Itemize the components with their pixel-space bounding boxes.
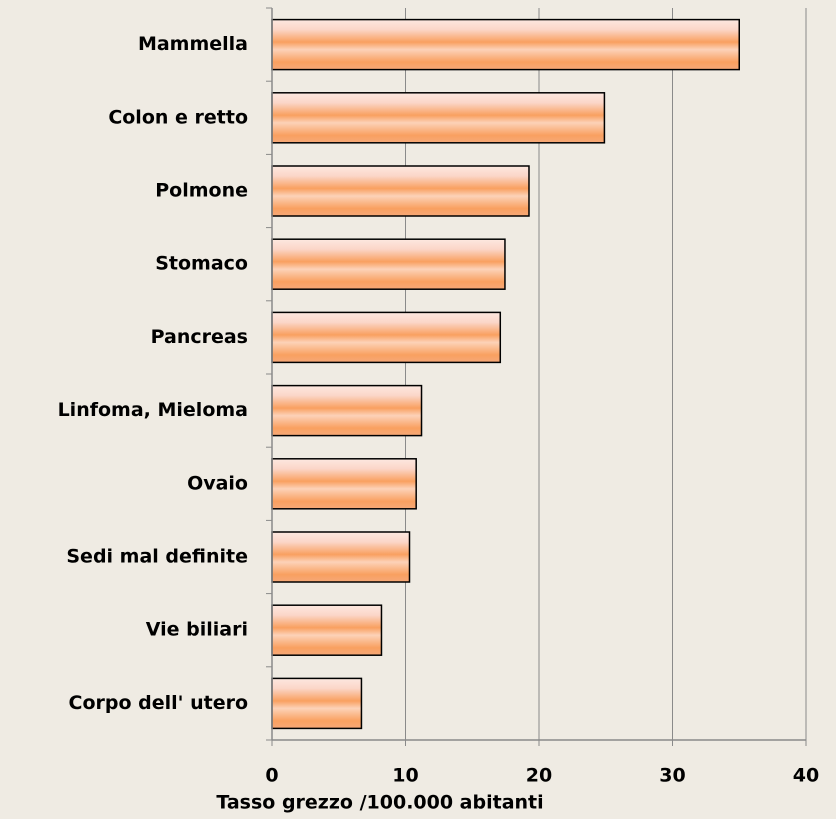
y-tick-label: Linfoma, Mieloma xyxy=(58,399,248,421)
x-axis-title: Tasso grezzo /100.000 abitanti xyxy=(216,792,543,814)
bar xyxy=(271,165,530,217)
bar xyxy=(271,531,411,583)
y-tick-label: Corpo dell' utero xyxy=(69,692,249,714)
y-tick-label: Polmone xyxy=(155,180,248,202)
y-tick-label: Mammella xyxy=(138,33,248,55)
x-tick-label: 20 xyxy=(526,765,552,787)
x-tick-label: 30 xyxy=(659,765,685,787)
y-tick-label: Vie biliari xyxy=(146,619,248,641)
bar xyxy=(271,458,417,510)
bar xyxy=(271,18,740,71)
bar xyxy=(271,384,423,437)
x-tick-label: 40 xyxy=(793,765,819,787)
y-tick-label: Colon e retto xyxy=(108,106,248,128)
y-tick-label: Sedi mal definite xyxy=(66,546,248,568)
bar xyxy=(271,311,502,364)
bar xyxy=(271,604,383,656)
bar xyxy=(271,238,506,290)
bar xyxy=(271,92,606,144)
bar xyxy=(271,677,363,730)
x-tick-label: 0 xyxy=(265,765,278,787)
y-tick-label: Pancreas xyxy=(151,326,248,348)
y-tick-label: Stomaco xyxy=(155,253,248,275)
y-tick-label: Ovaio xyxy=(187,472,248,494)
x-tick-label: 10 xyxy=(392,765,418,787)
